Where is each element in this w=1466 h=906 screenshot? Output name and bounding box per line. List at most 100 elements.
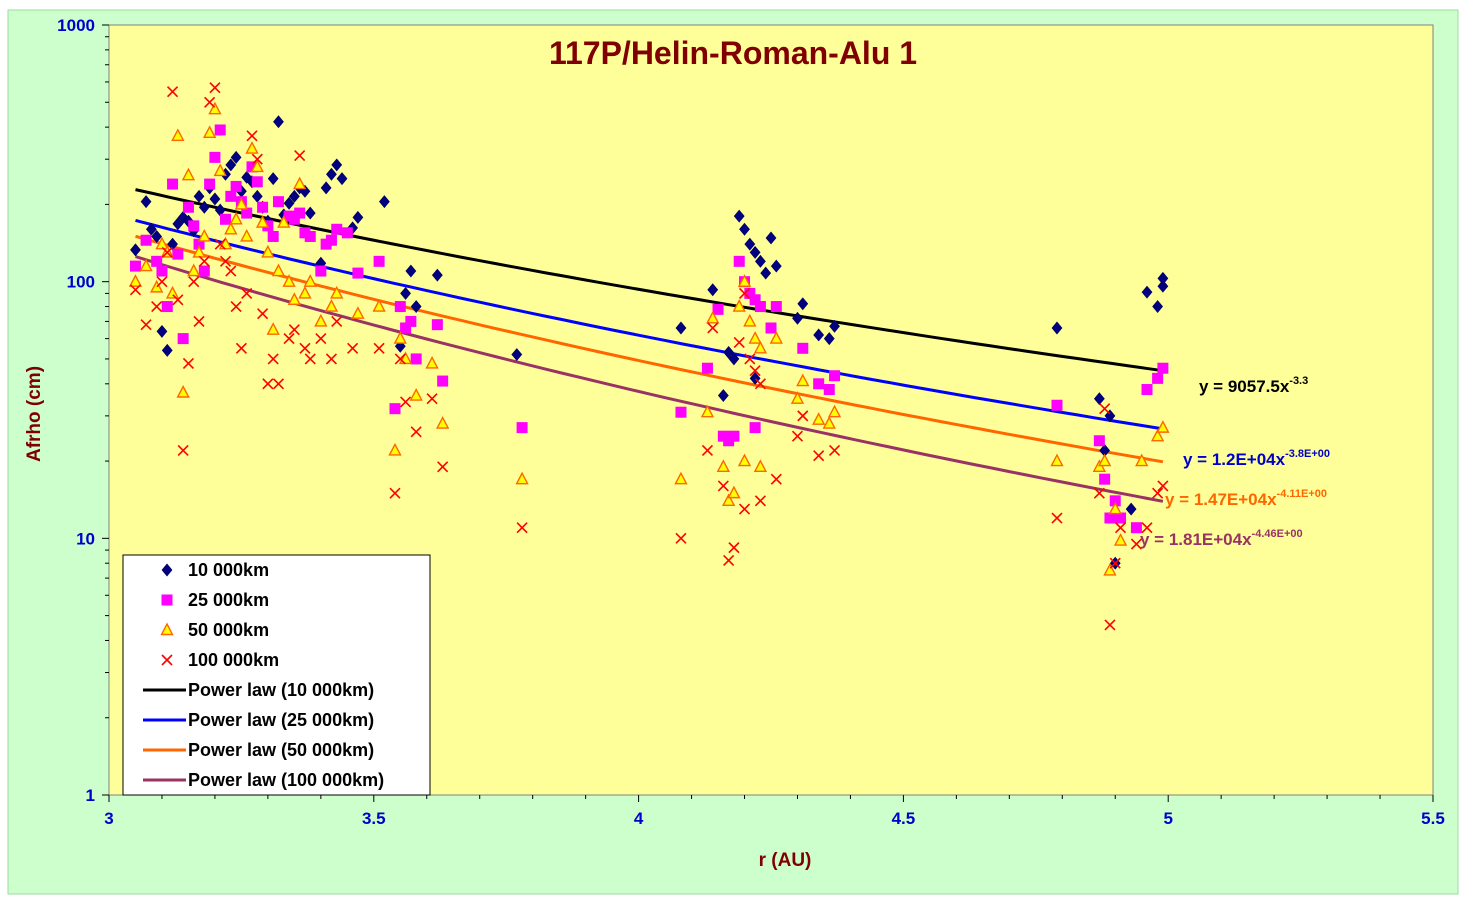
data-point	[151, 300, 163, 313]
data-point	[155, 236, 169, 250]
data-point	[721, 493, 736, 507]
data-point	[347, 342, 359, 354]
data-point	[230, 300, 242, 313]
data-point	[754, 495, 766, 507]
x-tick-label: 5.5	[1421, 809, 1445, 828]
data-point	[400, 322, 412, 334]
data-points	[128, 82, 1170, 631]
data-point	[283, 333, 295, 345]
y-tick-label: 10	[76, 529, 95, 548]
data-point	[743, 313, 757, 327]
legend-marker	[160, 622, 174, 636]
data-point	[267, 230, 279, 242]
data-point	[246, 161, 258, 173]
data-point	[700, 404, 715, 418]
data-point	[674, 471, 688, 485]
y-tick-label: 100	[67, 273, 95, 292]
data-point	[410, 353, 422, 365]
data-point	[770, 473, 782, 485]
data-point	[379, 195, 390, 209]
data-point	[165, 285, 180, 299]
data-point	[1099, 403, 1111, 415]
data-point	[1152, 487, 1164, 499]
data-point	[717, 480, 729, 492]
data-point	[283, 196, 295, 210]
data-point	[172, 294, 184, 306]
data-point	[394, 301, 406, 313]
data-point	[1093, 487, 1105, 499]
trendline-equation: y = 9057.5x-3.3	[1199, 375, 1308, 396]
data-point	[393, 331, 407, 344]
data-point	[1093, 435, 1105, 447]
equation-exponent: -4.11E+00	[1277, 488, 1327, 500]
data-point	[352, 210, 364, 224]
data-point	[266, 322, 280, 335]
data-point	[341, 227, 353, 239]
data-point	[812, 412, 826, 425]
trendline-equation: y = 1.47E+04x-4.11E+00	[1165, 488, 1327, 509]
data-point	[797, 297, 809, 311]
series-points	[128, 101, 1170, 576]
legend-box	[122, 554, 431, 796]
data-point	[744, 237, 756, 251]
data-point	[1156, 420, 1170, 433]
data-point	[744, 353, 756, 365]
data-point	[765, 231, 777, 245]
data-point	[1103, 562, 1117, 576]
data-point	[197, 228, 211, 242]
data-point	[257, 308, 269, 320]
data-point	[813, 450, 825, 462]
equation-base: y = 1.47E+04x	[1165, 490, 1277, 509]
data-point	[299, 342, 311, 354]
data-point	[389, 487, 401, 499]
data-point	[511, 348, 523, 362]
legend-label: Power law (25 000km)	[188, 710, 374, 730]
data-point	[230, 180, 242, 192]
data-point	[754, 378, 766, 390]
data-point	[829, 319, 840, 333]
data-point	[282, 274, 296, 287]
data-point	[727, 485, 741, 499]
equation-base: y = 1.2E+04x	[1183, 450, 1286, 469]
data-point	[405, 315, 417, 327]
data-point	[303, 274, 317, 287]
data-point	[1130, 538, 1142, 550]
data-point	[140, 195, 152, 209]
data-point	[257, 201, 269, 213]
data-point	[294, 149, 306, 162]
data-point	[749, 294, 761, 306]
data-point	[272, 378, 285, 390]
data-point	[351, 306, 365, 319]
data-point	[245, 141, 259, 154]
data-point	[213, 163, 227, 177]
data-point	[437, 375, 449, 387]
data-point	[234, 196, 249, 210]
data-point	[261, 244, 275, 258]
data-point	[314, 313, 328, 327]
data-point	[675, 321, 687, 335]
data-point	[1141, 384, 1153, 396]
data-point	[1109, 557, 1121, 569]
data-point	[437, 461, 449, 473]
data-point	[188, 276, 200, 288]
data-point	[728, 542, 740, 554]
data-point	[737, 274, 752, 287]
data-point	[331, 158, 343, 172]
data-point	[1114, 522, 1127, 534]
data-point	[372, 299, 386, 312]
data-point	[1157, 362, 1169, 374]
data-point	[744, 287, 756, 299]
data-point	[129, 284, 142, 296]
data-point	[1104, 409, 1116, 423]
data-point	[707, 322, 719, 334]
chart-title: 117P/Helin-Roman-Alu 1	[549, 35, 917, 71]
data-point	[675, 406, 687, 418]
data-point	[706, 310, 720, 324]
data-point	[130, 243, 141, 257]
data-point	[187, 263, 201, 277]
data-point	[182, 201, 194, 213]
y-tick-label: 1000	[57, 16, 95, 35]
axis-ticks: 1 10 100 1000 3 3.5 4 4.5 5 5.5	[57, 16, 1445, 828]
data-point	[1093, 392, 1105, 406]
